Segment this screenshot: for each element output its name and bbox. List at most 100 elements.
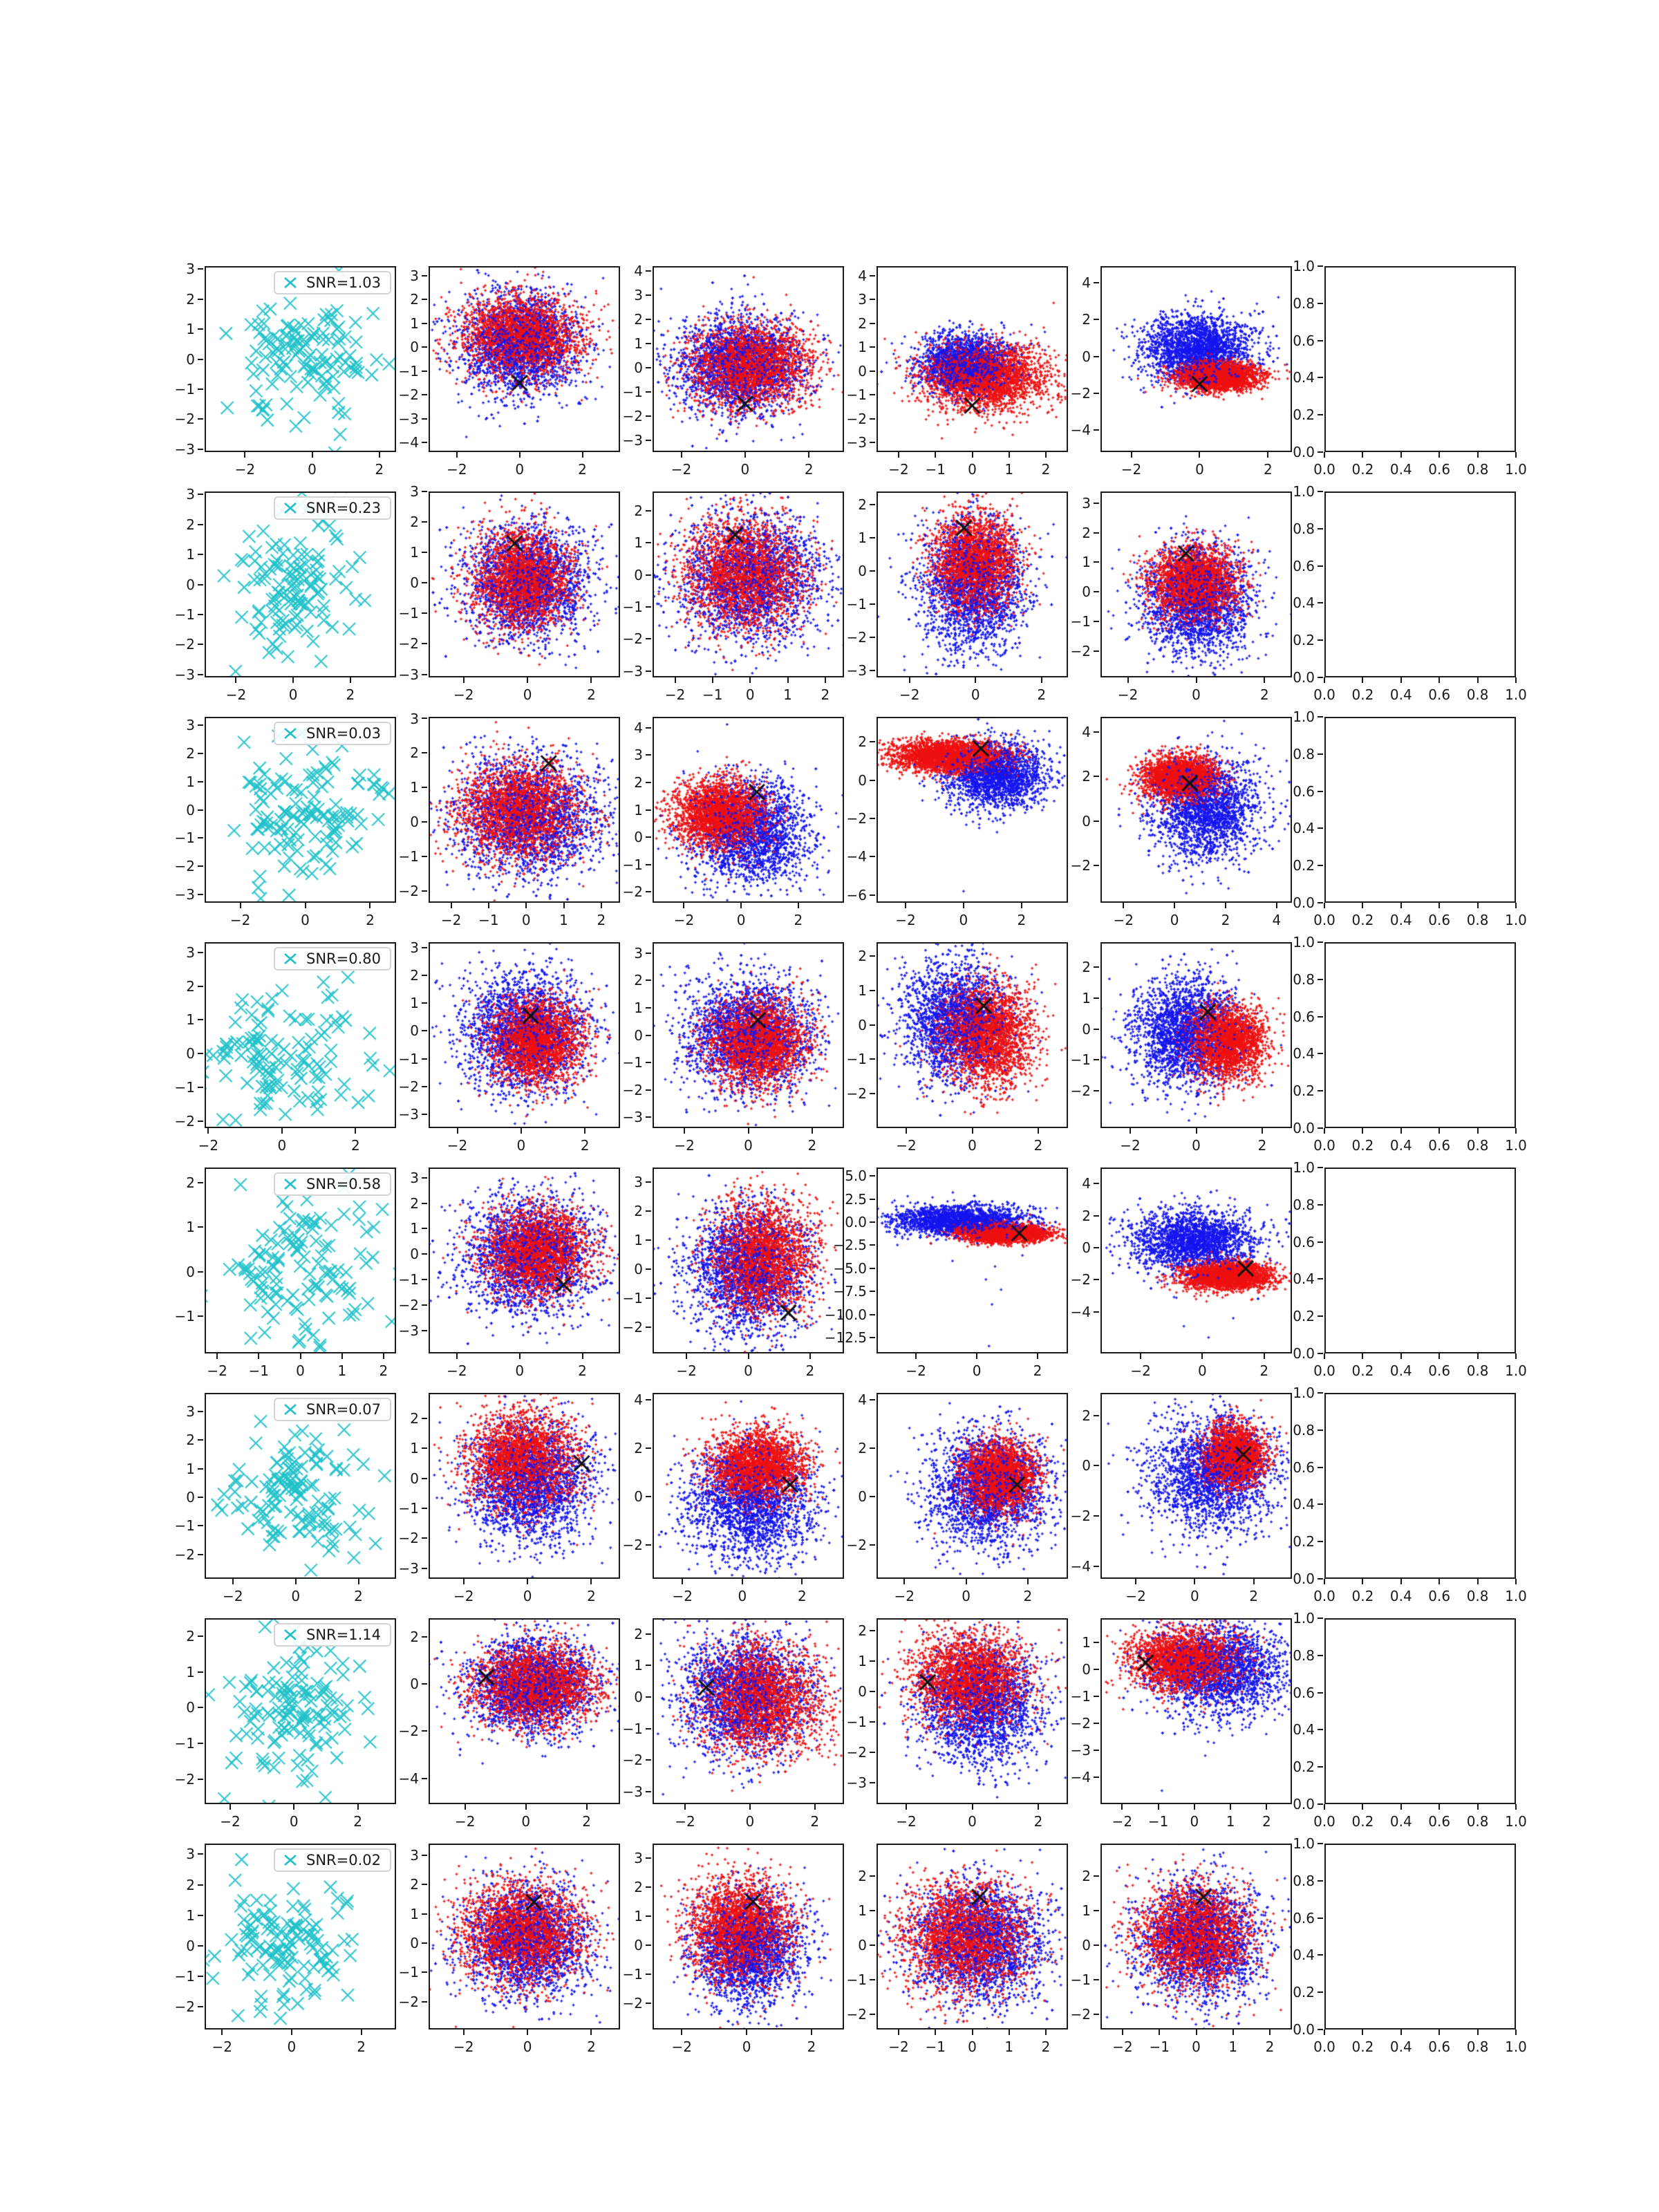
y-tick-mark xyxy=(198,1707,203,1709)
y-tick-mark xyxy=(646,342,651,344)
y-tick-mark xyxy=(1318,1954,1323,1956)
y-tick-mark xyxy=(646,863,651,865)
y-tick-label: 4 xyxy=(634,719,643,736)
x-tick-mark xyxy=(581,452,583,458)
y-tick-label: 1 xyxy=(186,1460,195,1477)
x-tick-mark xyxy=(1438,1804,1441,1810)
y-tick-mark xyxy=(198,1410,203,1412)
x-tick-mark xyxy=(711,677,713,683)
scatter-canvas xyxy=(205,1844,396,2030)
y-tick-mark xyxy=(1318,1991,1323,1994)
y-tick-label: 0 xyxy=(858,563,867,580)
x-tick-mark xyxy=(1324,1579,1325,1584)
y-tick-mark xyxy=(198,1553,203,1555)
y-tick-mark xyxy=(870,603,875,606)
subplot-r1c1: −2 0 2 3 2 1 0 −1 −2 −3 SNR=1.03 xyxy=(175,261,396,478)
y-tick-label: 1 xyxy=(858,1652,867,1669)
y-tick-label: 1.0 xyxy=(1293,1385,1315,1401)
y-tick-label: 3 xyxy=(410,1169,419,1186)
y-tick-label: 0 xyxy=(858,362,867,379)
y-tick-mark xyxy=(870,1058,875,1060)
x-tick-mark xyxy=(293,1804,295,1810)
subplot-r2c5: −2 0 2 3 2 1 0 −1 −2 xyxy=(1071,491,1292,703)
y-tick-label: 0.8 xyxy=(1293,520,1315,537)
y-tick-label: 0.8 xyxy=(1293,971,1315,988)
x-tick-mark xyxy=(915,1353,917,1359)
x-tick-label: 2 xyxy=(810,1813,820,1830)
y-tick-mark xyxy=(870,741,875,743)
y-tick-mark xyxy=(1318,1803,1323,1805)
x-tick-mark xyxy=(527,677,529,683)
y-tick-label: −3 xyxy=(174,666,195,683)
x-tick-label: −2 xyxy=(899,686,920,703)
x-tick-mark xyxy=(1438,903,1441,908)
subplot-r3c5: −2 0 2 4 4 2 0 −2 xyxy=(1071,717,1292,928)
y-tick-mark xyxy=(1094,1246,1099,1248)
y-tick-mark xyxy=(198,1497,203,1499)
x-tick-label: 0.4 xyxy=(1389,912,1412,928)
x-tick-mark xyxy=(746,2030,748,2035)
y-tick-label: −2 xyxy=(174,858,195,874)
y-tick-label: 0.6 xyxy=(1293,332,1315,349)
x-tick-label: 2 xyxy=(354,1588,363,1604)
x-tick-label: 0 xyxy=(277,1137,287,1154)
y-tick-label: 0 xyxy=(634,1261,643,1278)
y-tick-mark xyxy=(422,370,427,372)
scatter-canvas xyxy=(205,942,396,1128)
y-tick-mark xyxy=(1318,1053,1323,1055)
x-tick-label: 0 xyxy=(1195,461,1204,478)
x-tick-mark xyxy=(797,903,799,908)
y-tick-mark xyxy=(198,494,203,496)
x-tick-label: −2 xyxy=(1112,1813,1133,1830)
y-tick-mark xyxy=(646,1727,651,1730)
y-tick-mark xyxy=(1094,1090,1099,1092)
y-tick-label: −1 xyxy=(1070,1688,1091,1705)
x-tick-mark xyxy=(1159,2030,1161,2035)
x-tick-label: 0.6 xyxy=(1428,461,1451,478)
x-tick-label: −2 xyxy=(671,461,692,478)
y-tick-mark xyxy=(646,1210,651,1212)
y-tick-mark xyxy=(1318,865,1323,867)
x-tick-label: 0 xyxy=(1170,912,1179,928)
subplot-r7c6: 0.0 0.2 0.4 0.6 0.8 1.0 0.0 0.2 0.4 0.6 0.8 1.0 xyxy=(1293,1610,1527,1830)
y-tick-mark xyxy=(422,1854,427,1856)
y-tick-label: −1 xyxy=(1070,1051,1091,1069)
y-tick-mark xyxy=(646,1665,651,1667)
x-tick-label: 2 xyxy=(1264,461,1273,478)
x-tick-mark xyxy=(1193,1804,1195,1810)
y-tick-mark xyxy=(1318,377,1323,379)
x-tick-mark xyxy=(341,1353,343,1359)
y-tick-label: −3 xyxy=(622,662,643,679)
subplot-r7c5: −2 −1 0 1 2 1 0 −1 −2 −3 −4 xyxy=(1071,1618,1292,1830)
y-tick-mark xyxy=(1318,1167,1323,1168)
y-tick-label: −2.5 xyxy=(833,1237,867,1254)
x-tick-label: 0 xyxy=(1198,1362,1207,1379)
y-tick-mark xyxy=(870,1291,875,1293)
x-tick-label: 0.2 xyxy=(1351,1813,1374,1830)
y-tick-mark xyxy=(870,1910,875,1912)
y-tick-mark xyxy=(1318,414,1323,416)
y-tick-mark xyxy=(198,1087,203,1089)
y-tick-mark xyxy=(422,521,427,523)
y-tick-mark xyxy=(646,391,651,393)
x-tick-label: 0 xyxy=(1192,1137,1201,1154)
y-tick-label: 2 xyxy=(410,1409,419,1427)
y-tick-label: −3 xyxy=(174,440,195,458)
y-tick-mark xyxy=(870,442,875,444)
y-tick-label: −12.5 xyxy=(824,1329,867,1347)
x-tick-mark xyxy=(1264,677,1266,683)
y-tick-mark xyxy=(1094,355,1099,357)
y-tick-mark xyxy=(198,985,203,987)
subplot-r6c6: 0.0 0.2 0.4 0.6 0.8 1.0 0.0 0.2 0.4 0.6 0.8 1.0 xyxy=(1293,1385,1527,1604)
x-tick-label: 0.6 xyxy=(1428,1588,1451,1604)
x-tick-mark xyxy=(527,2030,529,2035)
y-tick-mark xyxy=(198,613,203,615)
subplot-r8c1: −2 0 2 3 2 1 0 −1 −2 SNR=0.02 xyxy=(175,1844,396,2055)
x-tick-mark xyxy=(1130,452,1132,458)
scatter-canvas xyxy=(205,266,396,452)
y-tick-label: 2 xyxy=(858,733,867,751)
subplot-r3c4: −2 0 2 2 0 −2 −4 −6 xyxy=(847,717,1068,928)
x-tick-mark xyxy=(590,2030,592,2035)
y-tick-label: 0.6 xyxy=(1293,1008,1315,1025)
y-tick-mark xyxy=(198,2005,203,2007)
